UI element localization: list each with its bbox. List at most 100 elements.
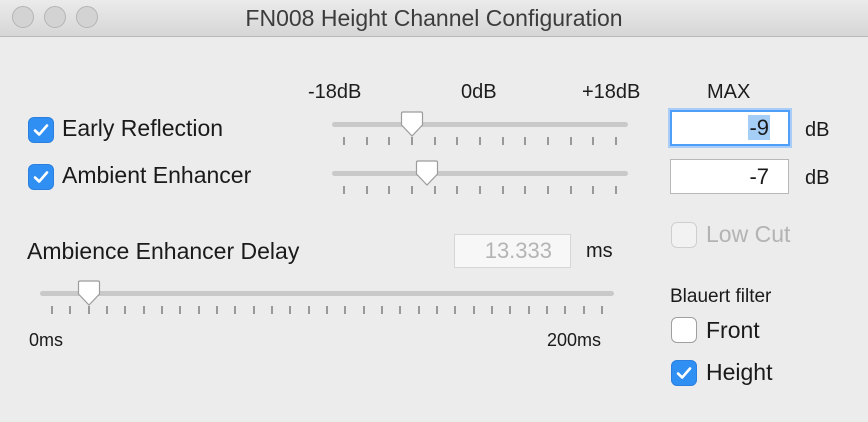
slider-tick	[509, 306, 512, 314]
slider-tick	[615, 137, 617, 145]
delay-max-label: 200ms	[547, 330, 602, 350]
slider-tick	[547, 186, 549, 194]
slider-tick	[161, 306, 163, 314]
slider-tick	[388, 186, 391, 194]
slider-tick	[307, 306, 310, 314]
minimize-window-button[interactable]	[44, 6, 66, 28]
scale-max-label: +18dB	[582, 81, 641, 103]
delay-value-input[interactable]: 13.333	[454, 234, 571, 268]
slider-tick	[365, 137, 368, 145]
slider-tick	[381, 306, 383, 314]
slider-tick	[343, 137, 345, 145]
ambient-enhancer-unit: dB	[805, 167, 830, 189]
ambient-enhancer-value-input[interactable]: -7	[670, 159, 789, 194]
slider-tick	[491, 306, 493, 314]
checkmark-icon	[676, 367, 692, 379]
blauert-front-label: Front	[706, 317, 760, 343]
early-reflection-checkbox[interactable]	[28, 117, 54, 143]
slider-tick	[216, 306, 218, 314]
checkmark-icon	[33, 171, 49, 183]
title-bar: FN008 Height Channel Configuration	[0, 0, 868, 37]
slider-tick	[399, 306, 402, 314]
slider-thumb[interactable]	[77, 279, 101, 307]
close-window-button[interactable]	[12, 6, 34, 28]
slider-tick	[411, 186, 413, 194]
slider-tick	[592, 137, 595, 145]
slider-tick	[197, 306, 200, 314]
slider-tick	[388, 137, 391, 145]
slider-tick	[142, 306, 145, 314]
slider-tick	[252, 306, 255, 314]
slider-tick	[433, 186, 436, 194]
slider-tick	[411, 137, 413, 145]
slider-tick	[569, 186, 572, 194]
slider-tick	[234, 306, 237, 314]
ambient-enhancer-label: Ambient Enhancer	[62, 162, 252, 188]
delay-slider[interactable]	[40, 278, 614, 318]
slider-tick	[456, 186, 459, 194]
blauert-front-checkbox[interactable]	[671, 317, 697, 343]
slider-tick	[527, 306, 530, 314]
slider-tick	[436, 306, 438, 314]
scale-mid-label: 0dB	[461, 81, 497, 103]
slider-thumb[interactable]	[400, 110, 424, 138]
slider-tick	[524, 137, 527, 145]
scale-min-label: -18dB	[308, 81, 362, 103]
low-cut-label: Low Cut	[706, 221, 791, 247]
slider-tick	[106, 306, 108, 314]
blauert-height-label: Height	[706, 359, 773, 385]
slider-tick	[479, 137, 481, 145]
window-title: FN008 Height Channel Configuration	[245, 5, 623, 31]
ambient-enhancer-slider[interactable]	[332, 158, 628, 198]
early-reflection-label: Early Reflection	[62, 115, 224, 141]
slider-tick	[582, 306, 585, 314]
blauert-height-checkbox[interactable]	[671, 360, 697, 386]
delay-unit: ms	[586, 240, 613, 262]
slider-tick	[417, 306, 420, 314]
slider-tick	[326, 306, 328, 314]
slider-tick	[454, 306, 457, 314]
slider-tick	[472, 306, 475, 314]
early-reflection-unit: dB	[805, 119, 830, 141]
slider-tick	[124, 306, 127, 314]
slider-thumb[interactable]	[415, 159, 439, 187]
low-cut-checkbox[interactable]	[671, 222, 697, 248]
slider-tick	[433, 137, 436, 145]
slider-tick	[547, 137, 549, 145]
blauert-filter-heading: Blauert filter	[670, 286, 772, 307]
slider-tick	[456, 137, 459, 145]
slider-track	[332, 122, 628, 127]
slider-tick	[365, 186, 368, 194]
delay-min-label: 0ms	[29, 330, 64, 350]
early-reflection-slider[interactable]	[332, 109, 628, 149]
slider-tick	[343, 186, 345, 194]
slider-track	[40, 291, 614, 296]
slider-tick	[289, 306, 292, 314]
slider-tick	[51, 306, 53, 314]
selected-text: -9	[748, 115, 770, 140]
ambient-enhancer-checkbox[interactable]	[28, 164, 54, 190]
slider-tick	[479, 186, 481, 194]
delay-label: Ambience Enhancer Delay	[27, 238, 300, 264]
slider-tick	[569, 137, 572, 145]
zoom-window-button[interactable]	[76, 6, 98, 28]
max-column-header: MAX	[707, 81, 751, 103]
slider-tick	[87, 306, 90, 314]
slider-tick	[69, 306, 72, 314]
slider-tick	[501, 137, 504, 145]
slider-tick	[179, 306, 182, 314]
slider-tick	[362, 306, 365, 314]
slider-tick	[501, 186, 504, 194]
slider-tick	[344, 306, 347, 314]
slider-tick	[592, 186, 595, 194]
slider-tick	[524, 186, 527, 194]
early-reflection-value-input[interactable]: -9	[670, 110, 790, 146]
checkmark-icon	[33, 124, 49, 136]
content-area: -18dB 0dB +18dB MAX Early Reflection -9 …	[0, 37, 868, 422]
slider-tick	[615, 186, 617, 194]
slider-tick	[546, 306, 548, 314]
slider-tick	[601, 306, 603, 314]
slider-tick	[271, 306, 273, 314]
slider-tick	[564, 306, 567, 314]
